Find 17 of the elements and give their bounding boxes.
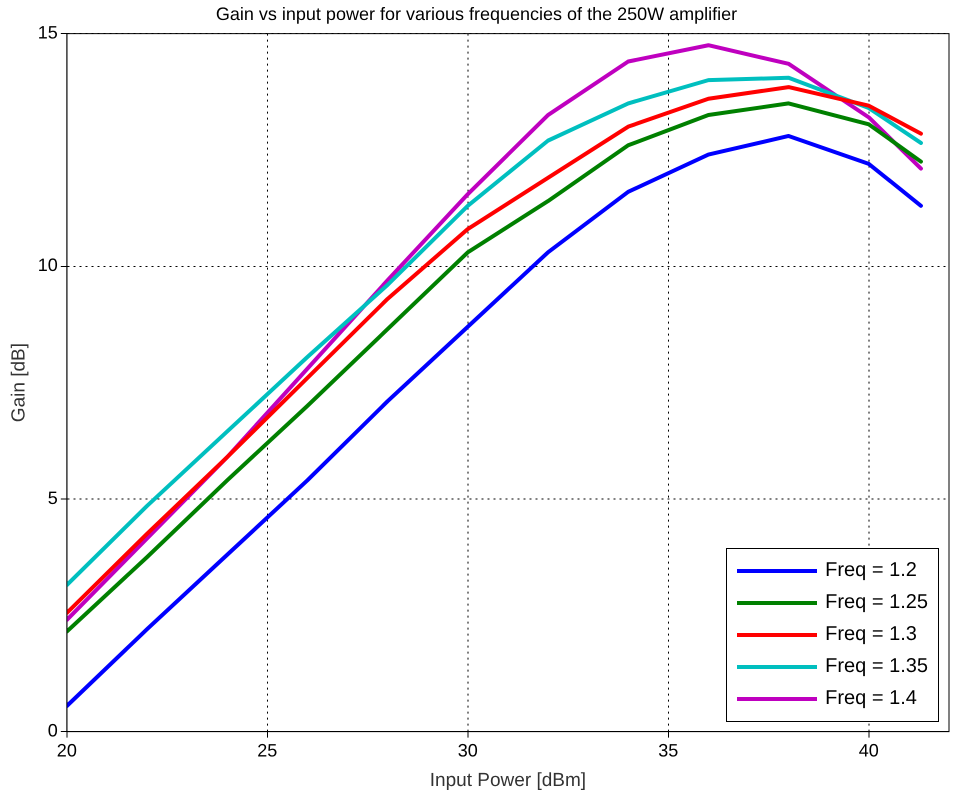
y-tick-label: 10 [38,255,58,276]
legend-label: Freq = 1.2 [825,559,917,582]
y-tick-label: 15 [38,22,58,43]
x-tick-label: 30 [458,740,478,760]
y-axis-title: Gain [dB] [8,342,30,422]
y-tick-label: 0 [48,720,58,741]
chart-title: Gain vs input power for various frequencies of the 250W amplifier [216,4,738,24]
legend-label: Freq = 1.3 [825,623,917,646]
x-axis-title: Input Power [dBm] [430,770,586,791]
x-tick-label: 25 [257,740,278,760]
legend-label: Freq = 1.25 [825,591,928,614]
y-tick-label: 5 [48,488,58,508]
x-tick-label: 40 [858,740,879,760]
x-tick-label: 35 [658,740,678,760]
legend-label: Freq = 1.4 [825,687,917,710]
legend-label: Freq = 1.35 [825,655,928,678]
x-tick-label: 20 [56,740,77,760]
